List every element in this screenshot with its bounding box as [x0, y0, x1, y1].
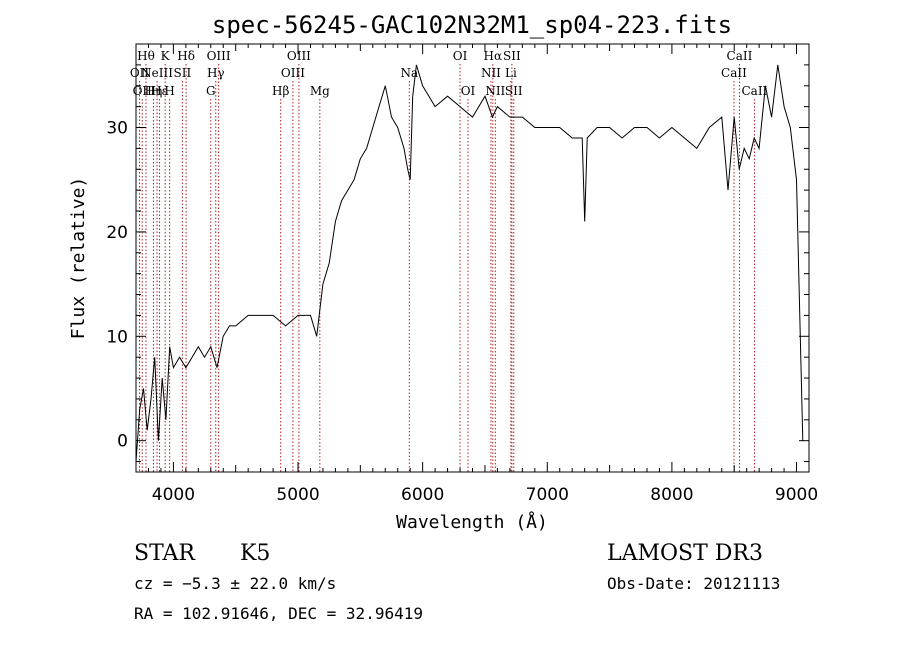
line-label: SII	[503, 49, 521, 63]
line-label: SII	[174, 66, 192, 80]
line-label: Mg	[310, 84, 330, 98]
y-tick-label: 0	[117, 432, 128, 452]
line-label: Hε	[151, 84, 168, 98]
redshift-velocity: cz = −5.3 ± 22.0 km/s	[134, 574, 336, 593]
line-label: Hα	[484, 49, 503, 63]
x-tick-label: 7000	[526, 485, 569, 505]
line-label: NeIII	[141, 66, 173, 80]
line-label: H	[164, 84, 174, 98]
object-class: STAR	[134, 541, 196, 566]
survey-name: LAMOST DR3	[607, 541, 763, 566]
line-label: SII	[505, 84, 523, 98]
line-label: G	[206, 84, 216, 98]
line-label: OI	[461, 84, 476, 98]
x-axis-ticks: 4000 5000 6000 7000 8000 9000	[135, 44, 818, 505]
line-label: Li	[505, 66, 517, 80]
y-axis-label: Flux (relative)	[68, 177, 89, 340]
y-tick-label: 20	[106, 223, 128, 243]
line-label: OIII	[207, 49, 231, 63]
x-tick-label: 9000	[775, 485, 818, 505]
y-tick-label: 30	[106, 119, 128, 139]
line-label: Hδ	[177, 49, 195, 63]
line-label: CaII	[721, 66, 747, 80]
plot-frame	[135, 43, 810, 473]
y-tick-label: 10	[106, 327, 128, 347]
sky-coordinates: RA = 102.91646, DEC = 32.96419	[134, 604, 423, 623]
line-label: OIII	[287, 49, 311, 63]
line-label: CaII	[727, 49, 753, 63]
line-label: Hθ	[137, 49, 155, 63]
spectral-line-labels: OIIOIIHθHηNeIIIHεKHSIIHδGHγOIIIHβOIIIOII…	[130, 49, 768, 98]
line-label: Hβ	[272, 84, 289, 98]
y-axis-ticks: 0 10 20 30	[106, 43, 809, 463]
spectral-line-markers	[138, 64, 755, 472]
line-label: OII	[133, 84, 153, 98]
line-label: Hη	[145, 84, 163, 98]
line-label: NII	[485, 84, 505, 98]
line-label: NII	[481, 66, 501, 80]
flux-series-line	[135, 64, 804, 462]
x-tick-label: 6000	[401, 485, 444, 505]
line-label: OIII	[281, 66, 305, 80]
x-axis-label: Wavelength (Å)	[396, 511, 548, 533]
x-tick-label: 4000	[152, 485, 195, 505]
object-subclass: K5	[240, 541, 270, 566]
line-label: Na	[400, 66, 418, 80]
x-tick-label: 5000	[276, 485, 319, 505]
line-label: CaII	[741, 84, 767, 98]
x-tick-label: 8000	[650, 485, 693, 505]
chart-title: spec-56245-GAC102N32M1_sp04-223.fits	[212, 11, 732, 39]
line-label: OII	[130, 66, 150, 80]
line-label: K	[161, 49, 171, 63]
line-label: OI	[453, 49, 468, 63]
observation-date: Obs-Date: 20121113	[607, 574, 780, 593]
line-label: Hγ	[207, 66, 225, 80]
